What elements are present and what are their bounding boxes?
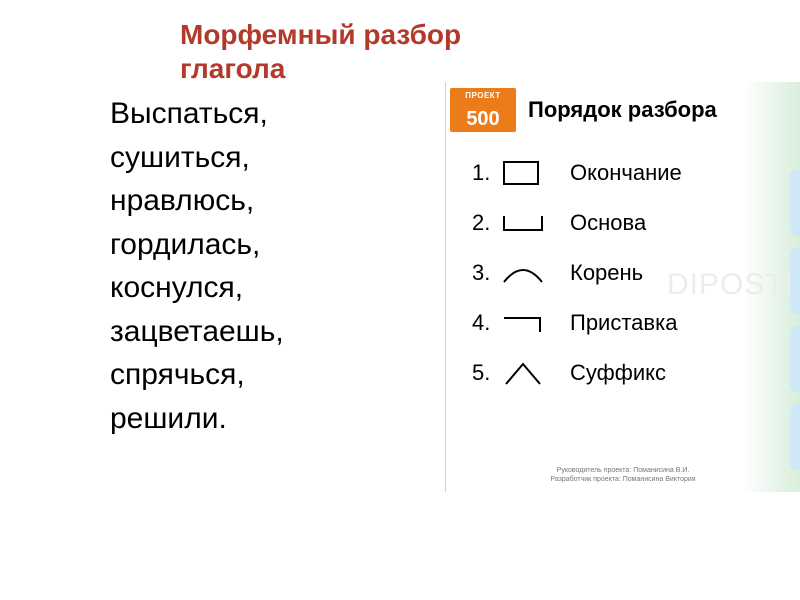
word: Выспаться, [110, 92, 284, 136]
word: решили. [110, 397, 284, 441]
step-number: 3. [472, 260, 500, 286]
side-tab [790, 170, 800, 236]
logo-badge: ПРОЕКТ 500 [450, 88, 516, 132]
suffix-icon [500, 358, 556, 388]
word: коснулся, [110, 266, 284, 310]
word: зацветаешь, [110, 310, 284, 354]
word: нравлюсь, [110, 179, 284, 223]
side-tabs [790, 170, 800, 482]
step-number: 2. [472, 210, 500, 236]
page-title: Морфемный разбор глагола [180, 18, 520, 85]
side-tab [790, 248, 800, 314]
step-number: 5. [472, 360, 500, 386]
step-label: Приставка [570, 310, 677, 336]
word-list: Выспаться, сушиться, нравлюсь, гордилась… [110, 92, 284, 440]
step-label: Основа [570, 210, 646, 236]
prefix-icon [500, 308, 556, 338]
credits-line: Разработчик проекта: Поманисина Виктория [446, 475, 800, 484]
panel-title: Порядок разбора [528, 97, 717, 123]
analysis-panel: DIPOSTI ПРОЕКТ 500 Порядок разбора 1. Ок… [445, 82, 800, 492]
step-suffix: 5. Суффикс [472, 358, 790, 388]
side-tab [790, 404, 800, 470]
watermark: DIPOSTI [667, 268, 794, 302]
step-number: 1. [472, 160, 500, 186]
step-label: Окончание [570, 160, 682, 186]
steps-list: 1. Окончание 2. Основа 3. [446, 144, 800, 388]
credits: Руководитель проекта: Поманисина В.И. Ра… [446, 466, 800, 484]
side-tab [790, 326, 800, 392]
step-ending: 1. Окончание [472, 158, 790, 188]
title-text: Морфемный разбор глагола [180, 19, 461, 84]
logo-top: ПРОЕКТ [450, 91, 516, 100]
step-number: 4. [472, 310, 500, 336]
step-label: Суффикс [570, 360, 666, 386]
word: спрячься, [110, 353, 284, 397]
credits-line: Руководитель проекта: Поманисина В.И. [446, 466, 800, 475]
logo-main: 500 [450, 109, 516, 129]
step-prefix: 4. Приставка [472, 308, 790, 338]
word: гордилась, [110, 223, 284, 267]
panel-header: ПРОЕКТ 500 Порядок разбора [446, 82, 800, 144]
ending-icon [500, 158, 556, 188]
word: сушиться, [110, 136, 284, 180]
stem-icon [500, 208, 556, 238]
root-icon [500, 258, 556, 288]
step-stem: 2. Основа [472, 208, 790, 238]
step-label: Корень [570, 260, 643, 286]
